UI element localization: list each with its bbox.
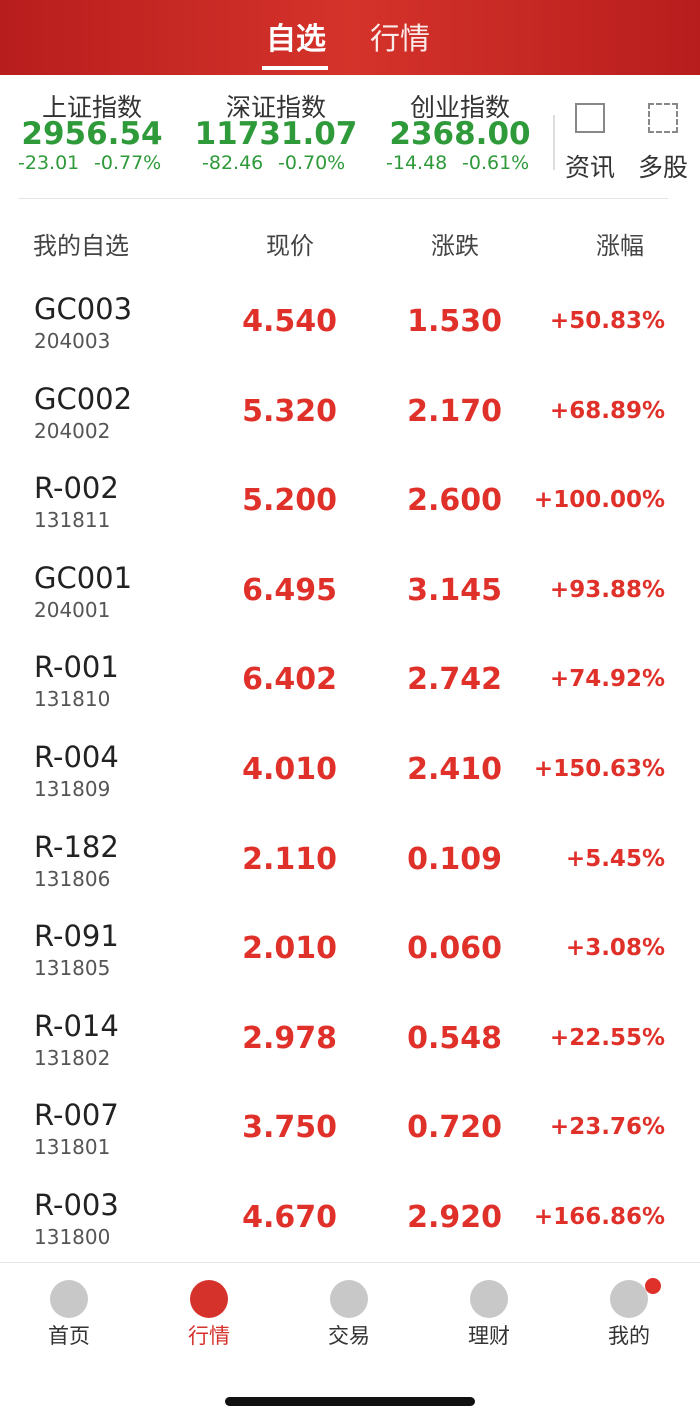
change: 1.530 <box>407 304 502 339</box>
symbol-code: 204003 <box>34 329 111 353</box>
top-bar: 自选 行情 <box>0 0 700 75</box>
tab-indicator <box>262 66 328 70</box>
change-pct: +166.86% <box>533 1204 665 1230</box>
index-value[interactable]: 11731.07 <box>194 116 358 152</box>
change: 2.600 <box>407 483 502 519</box>
column-header[interactable]: 涨跌 <box>431 232 479 260</box>
index-change: -23.01 <box>18 152 80 174</box>
price: 4.010 <box>242 752 337 787</box>
news-icon <box>575 103 605 133</box>
tool-button[interactable]: 多股 <box>638 153 689 182</box>
symbol-name[interactable]: GC002 <box>34 381 133 416</box>
change: 2.410 <box>407 752 502 787</box>
divider <box>18 198 668 199</box>
symbol-name[interactable]: R-002 <box>34 471 119 506</box>
multi-icon <box>648 103 678 133</box>
nav-icon <box>50 1280 88 1318</box>
nav-item[interactable]: 首页 <box>48 1324 90 1348</box>
symbol-name[interactable]: R-091 <box>34 919 119 954</box>
change-pct: +5.45% <box>565 845 665 872</box>
symbol-code: 131806 <box>34 866 111 891</box>
home-indicator <box>225 1397 475 1406</box>
change: 0.060 <box>407 931 502 967</box>
price: 3.750 <box>242 1110 337 1146</box>
symbol-code: 131801 <box>34 1135 111 1160</box>
change-pct: +68.89% <box>549 397 665 424</box>
index-value[interactable]: 2368.00 <box>389 116 531 152</box>
change: 0.720 <box>407 1110 502 1146</box>
symbol-name[interactable]: R-003 <box>34 1188 119 1222</box>
symbol-code: 131811 <box>34 508 111 533</box>
nav-item[interactable]: 理财 <box>468 1324 510 1348</box>
symbol-name[interactable]: GC001 <box>34 560 133 595</box>
change-pct: +150.63% <box>533 756 665 782</box>
badge <box>645 1278 661 1294</box>
change-pct: +23.76% <box>549 1114 665 1141</box>
symbol-name[interactable]: R-001 <box>34 650 119 685</box>
tool-button[interactable]: 资讯 <box>565 153 616 182</box>
price: 4.670 <box>242 1200 337 1235</box>
change: 0.548 <box>407 1020 502 1056</box>
symbol-name[interactable]: R-182 <box>34 829 119 864</box>
nav-item[interactable]: 我的 <box>608 1324 650 1348</box>
index-pct: -0.77% <box>94 152 162 174</box>
change: 3.145 <box>407 572 502 608</box>
symbol-code: 131800 <box>34 1225 111 1249</box>
symbol-code: 131810 <box>34 687 111 712</box>
index-name: 深证指数 <box>225 93 326 122</box>
nav-icon <box>330 1280 368 1318</box>
price: 4.540 <box>242 304 337 339</box>
index-name: 上证指数 <box>41 93 142 122</box>
nav-icon <box>610 1280 648 1318</box>
change: 2.170 <box>407 393 502 429</box>
index-name: 创业指数 <box>409 93 510 122</box>
symbol-name[interactable]: R-004 <box>34 740 119 774</box>
symbol-code: 204002 <box>34 418 111 443</box>
symbol-name[interactable]: R-014 <box>34 1008 119 1043</box>
price: 2.010 <box>242 931 337 967</box>
column-header[interactable]: 涨幅 <box>596 232 644 260</box>
nav-icon <box>470 1280 508 1318</box>
change-pct: +22.55% <box>549 1024 665 1051</box>
tab[interactable]: 行情 <box>370 22 430 57</box>
price: 2.978 <box>242 1020 337 1056</box>
column-header[interactable]: 我的自选 <box>33 232 129 260</box>
index-change: -82.46 <box>202 152 264 174</box>
change-pct: +100.00% <box>533 487 665 514</box>
column-header[interactable]: 现价 <box>266 232 314 260</box>
change-pct: +74.92% <box>549 666 665 693</box>
price: 6.495 <box>242 572 337 608</box>
divider <box>0 1262 700 1263</box>
nav-icon <box>190 1280 228 1318</box>
price: 2.110 <box>242 841 337 877</box>
index-pct: -0.70% <box>278 152 346 174</box>
symbol-name[interactable]: GC003 <box>34 292 133 326</box>
change-pct: +93.88% <box>549 576 665 603</box>
tab[interactable]: 自选 <box>266 22 326 57</box>
price: 5.320 <box>242 393 337 429</box>
price: 6.402 <box>242 662 337 698</box>
change: 0.109 <box>407 841 502 877</box>
change: 2.742 <box>407 662 502 698</box>
divider <box>553 115 555 170</box>
symbol-code: 131809 <box>34 777 111 801</box>
nav-item[interactable]: 行情 <box>188 1324 230 1348</box>
index-pct: -0.61% <box>462 152 530 174</box>
symbol-code: 131802 <box>34 1045 111 1070</box>
symbol-name[interactable]: R-007 <box>34 1098 119 1133</box>
nav-item[interactable]: 交易 <box>328 1324 370 1348</box>
change: 2.920 <box>407 1200 502 1235</box>
price: 5.200 <box>242 483 337 519</box>
index-value[interactable]: 2956.54 <box>21 116 163 152</box>
symbol-code: 204001 <box>34 597 111 622</box>
symbol-code: 131805 <box>34 956 111 981</box>
change-pct: +50.83% <box>549 308 665 334</box>
index-change: -14.48 <box>386 152 448 174</box>
change-pct: +3.08% <box>565 935 665 962</box>
